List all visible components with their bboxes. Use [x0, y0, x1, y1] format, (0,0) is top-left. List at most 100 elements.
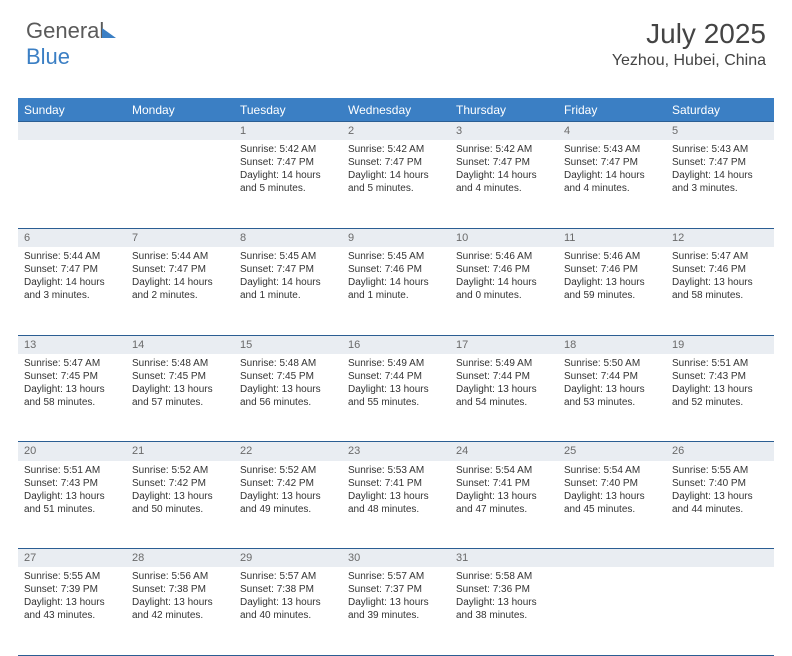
sunrise-text: Sunrise: 5:48 AM [132, 357, 228, 370]
sunset-text: Sunset: 7:43 PM [24, 477, 120, 490]
content-row: Sunrise: 5:44 AMSunset: 7:47 PMDaylight:… [18, 247, 774, 335]
daylight-text: Daylight: 14 hours and 1 minute. [240, 276, 336, 302]
sunrise-text: Sunrise: 5:54 AM [564, 464, 660, 477]
day-cell: Sunrise: 5:45 AMSunset: 7:47 PMDaylight:… [234, 247, 342, 335]
day-cell [666, 567, 774, 655]
day-number [126, 122, 234, 141]
day-cell: Sunrise: 5:44 AMSunset: 7:47 PMDaylight:… [126, 247, 234, 335]
sunrise-text: Sunrise: 5:43 AM [672, 143, 768, 156]
day-cell: Sunrise: 5:46 AMSunset: 7:46 PMDaylight:… [450, 247, 558, 335]
daylight-text: Daylight: 13 hours and 53 minutes. [564, 383, 660, 409]
sunrise-text: Sunrise: 5:47 AM [672, 250, 768, 263]
day-number: 4 [558, 122, 666, 141]
sunrise-text: Sunrise: 5:45 AM [348, 250, 444, 263]
sunset-text: Sunset: 7:40 PM [672, 477, 768, 490]
sunrise-text: Sunrise: 5:54 AM [456, 464, 552, 477]
sunset-text: Sunset: 7:46 PM [564, 263, 660, 276]
day-cell: Sunrise: 5:47 AMSunset: 7:45 PMDaylight:… [18, 354, 126, 442]
sunset-text: Sunset: 7:46 PM [348, 263, 444, 276]
daylight-text: Daylight: 13 hours and 59 minutes. [564, 276, 660, 302]
sunset-text: Sunset: 7:47 PM [240, 263, 336, 276]
sunrise-text: Sunrise: 5:55 AM [672, 464, 768, 477]
logo: General Blue [26, 18, 116, 70]
daylight-text: Daylight: 14 hours and 0 minutes. [456, 276, 552, 302]
sunset-text: Sunset: 7:42 PM [132, 477, 228, 490]
daylight-text: Daylight: 13 hours and 52 minutes. [672, 383, 768, 409]
daylight-text: Daylight: 13 hours and 50 minutes. [132, 490, 228, 516]
sunset-text: Sunset: 7:44 PM [348, 370, 444, 383]
sunrise-text: Sunrise: 5:56 AM [132, 570, 228, 583]
sunset-text: Sunset: 7:45 PM [132, 370, 228, 383]
sunset-text: Sunset: 7:47 PM [672, 156, 768, 169]
sunset-text: Sunset: 7:41 PM [348, 477, 444, 490]
day-cell: Sunrise: 5:48 AMSunset: 7:45 PMDaylight:… [234, 354, 342, 442]
daylight-text: Daylight: 13 hours and 38 minutes. [456, 596, 552, 622]
daylight-text: Daylight: 14 hours and 2 minutes. [132, 276, 228, 302]
sunrise-text: Sunrise: 5:57 AM [240, 570, 336, 583]
day-cell [18, 140, 126, 228]
sunset-text: Sunset: 7:47 PM [456, 156, 552, 169]
daylight-text: Daylight: 13 hours and 56 minutes. [240, 383, 336, 409]
daylight-text: Daylight: 14 hours and 4 minutes. [564, 169, 660, 195]
month-title: July 2025 [612, 18, 766, 50]
daylight-text: Daylight: 13 hours and 58 minutes. [24, 383, 120, 409]
col-monday: Monday [126, 99, 234, 122]
col-sunday: Sunday [18, 99, 126, 122]
day-cell [558, 567, 666, 655]
sunset-text: Sunset: 7:45 PM [240, 370, 336, 383]
sunset-text: Sunset: 7:47 PM [24, 263, 120, 276]
day-cell: Sunrise: 5:52 AMSunset: 7:42 PMDaylight:… [126, 461, 234, 549]
day-cell: Sunrise: 5:48 AMSunset: 7:45 PMDaylight:… [126, 354, 234, 442]
sunrise-text: Sunrise: 5:46 AM [456, 250, 552, 263]
day-cell: Sunrise: 5:57 AMSunset: 7:37 PMDaylight:… [342, 567, 450, 655]
daylight-text: Daylight: 13 hours and 48 minutes. [348, 490, 444, 516]
day-cell: Sunrise: 5:53 AMSunset: 7:41 PMDaylight:… [342, 461, 450, 549]
day-cell: Sunrise: 5:51 AMSunset: 7:43 PMDaylight:… [666, 354, 774, 442]
sunrise-text: Sunrise: 5:42 AM [456, 143, 552, 156]
daylight-text: Daylight: 13 hours and 43 minutes. [24, 596, 120, 622]
day-cell: Sunrise: 5:44 AMSunset: 7:47 PMDaylight:… [18, 247, 126, 335]
day-number: 29 [234, 549, 342, 568]
day-number: 8 [234, 228, 342, 247]
daylight-text: Daylight: 14 hours and 4 minutes. [456, 169, 552, 195]
day-number: 7 [126, 228, 234, 247]
content-row: Sunrise: 5:55 AMSunset: 7:39 PMDaylight:… [18, 567, 774, 655]
sunset-text: Sunset: 7:40 PM [564, 477, 660, 490]
daylight-text: Daylight: 13 hours and 42 minutes. [132, 596, 228, 622]
day-number: 31 [450, 549, 558, 568]
location-text: Yezhou, Hubei, China [612, 52, 766, 70]
sunrise-text: Sunrise: 5:49 AM [348, 357, 444, 370]
day-cell: Sunrise: 5:55 AMSunset: 7:39 PMDaylight:… [18, 567, 126, 655]
daylight-text: Daylight: 13 hours and 51 minutes. [24, 490, 120, 516]
day-number [666, 549, 774, 568]
day-cell: Sunrise: 5:52 AMSunset: 7:42 PMDaylight:… [234, 461, 342, 549]
day-cell: Sunrise: 5:54 AMSunset: 7:41 PMDaylight:… [450, 461, 558, 549]
daynum-row: 6789101112 [18, 228, 774, 247]
day-number: 26 [666, 442, 774, 461]
day-number: 6 [18, 228, 126, 247]
day-number: 19 [666, 335, 774, 354]
day-cell: Sunrise: 5:47 AMSunset: 7:46 PMDaylight:… [666, 247, 774, 335]
daylight-text: Daylight: 13 hours and 55 minutes. [348, 383, 444, 409]
day-cell [126, 140, 234, 228]
daylight-text: Daylight: 13 hours and 39 minutes. [348, 596, 444, 622]
sunset-text: Sunset: 7:46 PM [456, 263, 552, 276]
sunrise-text: Sunrise: 5:42 AM [348, 143, 444, 156]
sunset-text: Sunset: 7:43 PM [672, 370, 768, 383]
day-number: 30 [342, 549, 450, 568]
day-number: 10 [450, 228, 558, 247]
day-number: 18 [558, 335, 666, 354]
sunrise-text: Sunrise: 5:52 AM [240, 464, 336, 477]
day-number: 20 [18, 442, 126, 461]
daynum-row: 12345 [18, 122, 774, 141]
sunrise-text: Sunrise: 5:47 AM [24, 357, 120, 370]
daylight-text: Daylight: 13 hours and 40 minutes. [240, 596, 336, 622]
sunrise-text: Sunrise: 5:43 AM [564, 143, 660, 156]
sunset-text: Sunset: 7:38 PM [132, 583, 228, 596]
logo-triangle-icon [102, 28, 116, 38]
content-row: Sunrise: 5:42 AMSunset: 7:47 PMDaylight:… [18, 140, 774, 228]
sunset-text: Sunset: 7:47 PM [564, 156, 660, 169]
day-number: 5 [666, 122, 774, 141]
day-cell: Sunrise: 5:49 AMSunset: 7:44 PMDaylight:… [450, 354, 558, 442]
logo-text-2: Blue [26, 44, 70, 69]
